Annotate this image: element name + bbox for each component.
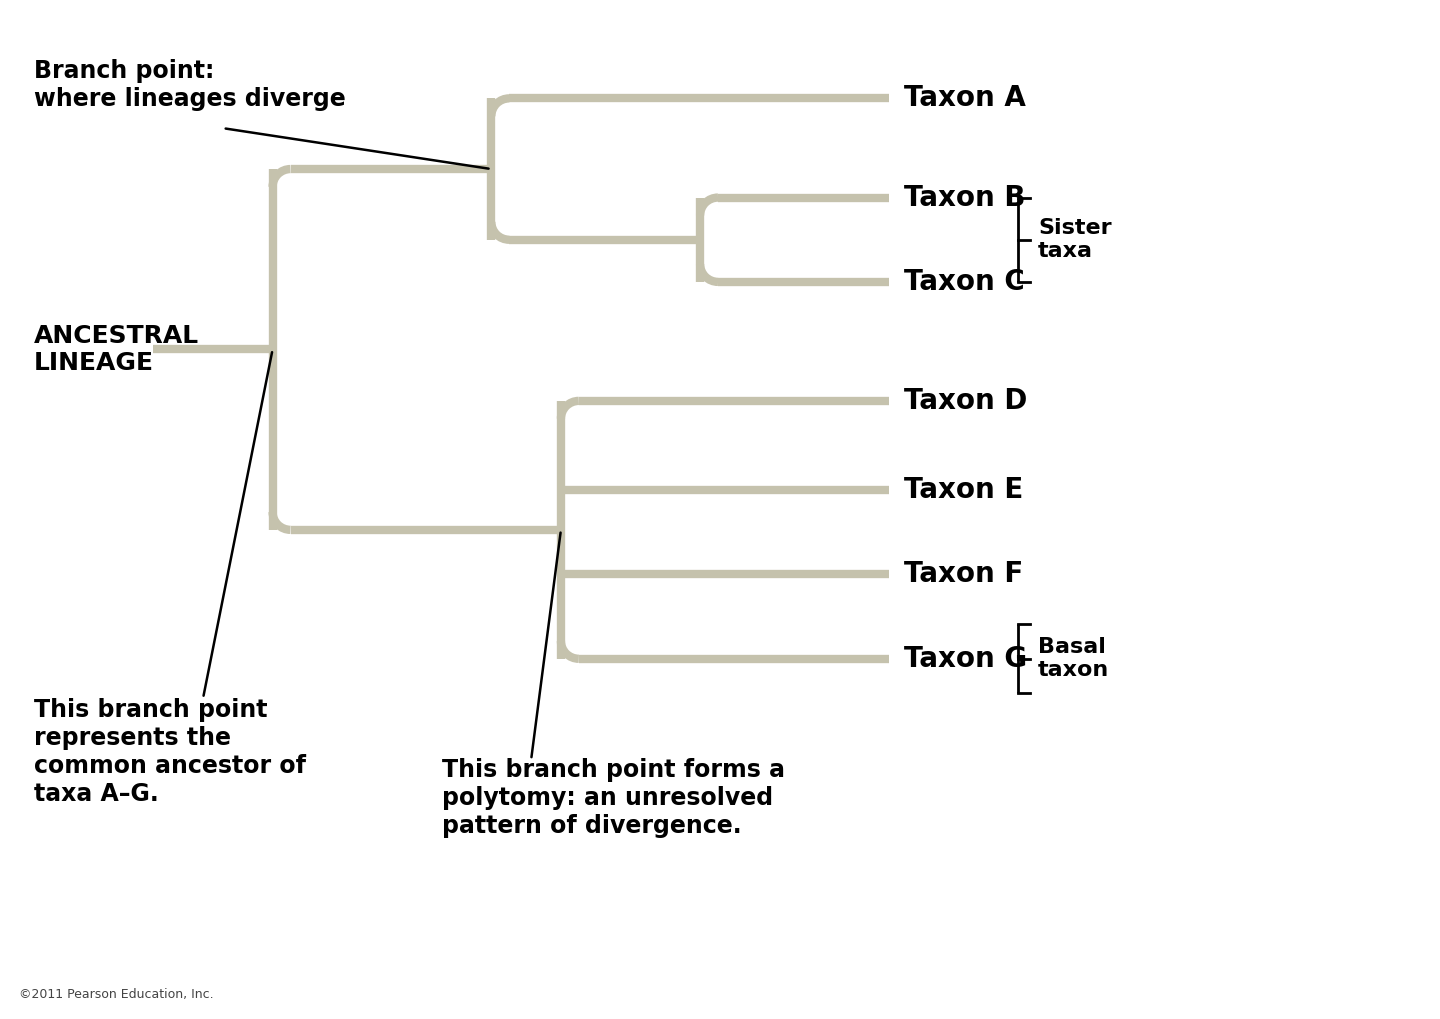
- Text: Sister
taxa: Sister taxa: [1038, 218, 1112, 261]
- Text: ©2011 Pearson Education, Inc.: ©2011 Pearson Education, Inc.: [19, 988, 213, 1001]
- Text: Branch point:
where lineages diverge: Branch point: where lineages diverge: [35, 59, 346, 110]
- Text: Taxon B: Taxon B: [904, 183, 1025, 212]
- Text: Basal
taxon: Basal taxon: [1038, 637, 1109, 681]
- Text: Taxon D: Taxon D: [904, 387, 1027, 415]
- Text: Taxon F: Taxon F: [904, 560, 1024, 588]
- Text: Taxon A: Taxon A: [904, 85, 1025, 112]
- Text: This branch point forms a
polytomy: an unresolved
pattern of divergence.: This branch point forms a polytomy: an u…: [442, 758, 785, 838]
- Text: Taxon G: Taxon G: [904, 645, 1027, 673]
- Text: ANCESTRAL
LINEAGE: ANCESTRAL LINEAGE: [35, 324, 199, 375]
- Text: Taxon C: Taxon C: [904, 268, 1025, 296]
- Text: This branch point
represents the
common ancestor of
taxa A–G.: This branch point represents the common …: [35, 698, 305, 806]
- Text: Taxon E: Taxon E: [904, 476, 1024, 504]
